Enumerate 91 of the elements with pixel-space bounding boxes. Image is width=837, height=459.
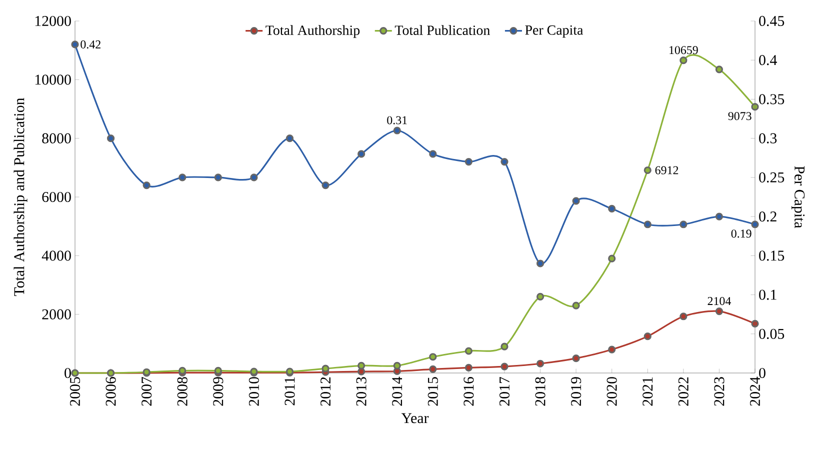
y2-tick-label: 0.1 [759, 290, 776, 300]
point [680, 220, 688, 228]
point [500, 158, 508, 166]
data-label: 6912 [655, 166, 678, 174]
y2-tick-label: 0.45 [759, 16, 784, 26]
x-tick-label: 2008 [177, 377, 188, 406]
point [680, 312, 688, 320]
point [322, 181, 330, 190]
point [536, 260, 544, 268]
point [429, 150, 437, 158]
y-tick-label: 10000 [35, 74, 71, 85]
x-tick-label: 2024 [750, 376, 760, 406]
point [608, 254, 616, 262]
point [429, 365, 437, 373]
point [214, 174, 222, 182]
x-tick-label: 2022 [678, 377, 688, 406]
y-tick-label: 8000 [42, 133, 71, 144]
y-tick-label: 2000 [42, 309, 71, 320]
y2-tick-label: 0.3 [759, 133, 777, 144]
x-tick-label: 2017 [499, 376, 510, 406]
point [608, 346, 616, 354]
legend-label: Total Authorship [266, 25, 360, 38]
point [322, 364, 330, 372]
x-tick-label: 2007 [142, 376, 152, 406]
x-tick-label: 2020 [606, 377, 617, 406]
point [572, 354, 580, 362]
point [536, 360, 544, 368]
y-tick-label: 12000 [35, 16, 71, 26]
point [715, 66, 724, 74]
data-label: 0.42 [80, 40, 100, 49]
point [500, 342, 508, 350]
x-tick-label: 2011 [284, 377, 295, 406]
point [429, 353, 437, 361]
y2-tick-label: 0.35 [759, 94, 784, 104]
y-tick-label: 4000 [42, 250, 71, 261]
point [286, 134, 294, 142]
point [500, 362, 508, 370]
point [644, 332, 652, 340]
x-tick-label: 2014 [392, 376, 402, 406]
point [464, 364, 472, 372]
point [680, 56, 688, 64]
point [644, 220, 652, 228]
y2-tick-label: 0.05 [759, 328, 784, 339]
point [142, 181, 150, 190]
point [106, 134, 115, 142]
y-tick-label: 6000 [42, 192, 71, 202]
y2-tick-label: 0 [759, 368, 766, 378]
x-tick-label: 2013 [356, 377, 366, 406]
legend-label: Total Publication [394, 25, 490, 35]
y2-tick-label: 0.4 [759, 55, 777, 66]
point [572, 197, 580, 205]
x-tick-label: 2005 [70, 377, 80, 406]
point [608, 204, 616, 213]
y-axis-title: Total Authorship and Publication [14, 98, 28, 296]
legend-label: Per Capita [525, 25, 584, 38]
data-label: 0.31 [387, 116, 407, 124]
x-tick-label: 2021 [642, 377, 653, 406]
data-label: 0.19 [731, 230, 752, 238]
x-axis-title: Year [401, 413, 429, 424]
x-tick-label: 2012 [320, 377, 331, 406]
x-tick-label: 2010 [248, 377, 259, 406]
point [464, 347, 472, 355]
data-label: 10659 [670, 46, 698, 54]
x-tick-label: 2006 [106, 376, 116, 406]
x-tick-label: 2015 [428, 377, 438, 406]
y2-tick-label: 0.15 [759, 250, 784, 261]
point [715, 307, 724, 316]
point [644, 166, 652, 174]
data-label: 2104 [708, 297, 731, 306]
data-label: 9073 [728, 112, 752, 120]
point [71, 40, 79, 48]
point [536, 292, 544, 301]
point [178, 174, 186, 182]
point [572, 302, 580, 310]
point [715, 212, 724, 220]
y2-tick-label: 0.25 [759, 172, 784, 183]
x-tick-label: 2018 [535, 377, 546, 406]
point [358, 362, 366, 370]
x-tick-label: 2009 [213, 377, 224, 406]
point [464, 158, 472, 166]
point [751, 220, 759, 228]
x-tick-label: 2019 [571, 377, 582, 406]
point [393, 126, 401, 134]
y2-tick-label: 0.2 [759, 211, 776, 222]
x-tick-label: 2016 [464, 376, 474, 406]
point [358, 150, 366, 158]
y-tick-label: 0 [64, 368, 71, 378]
point [250, 174, 258, 182]
point [393, 362, 401, 370]
y2-axis-title: Per Capita [792, 166, 805, 228]
x-tick-label: 2023 [714, 377, 724, 406]
